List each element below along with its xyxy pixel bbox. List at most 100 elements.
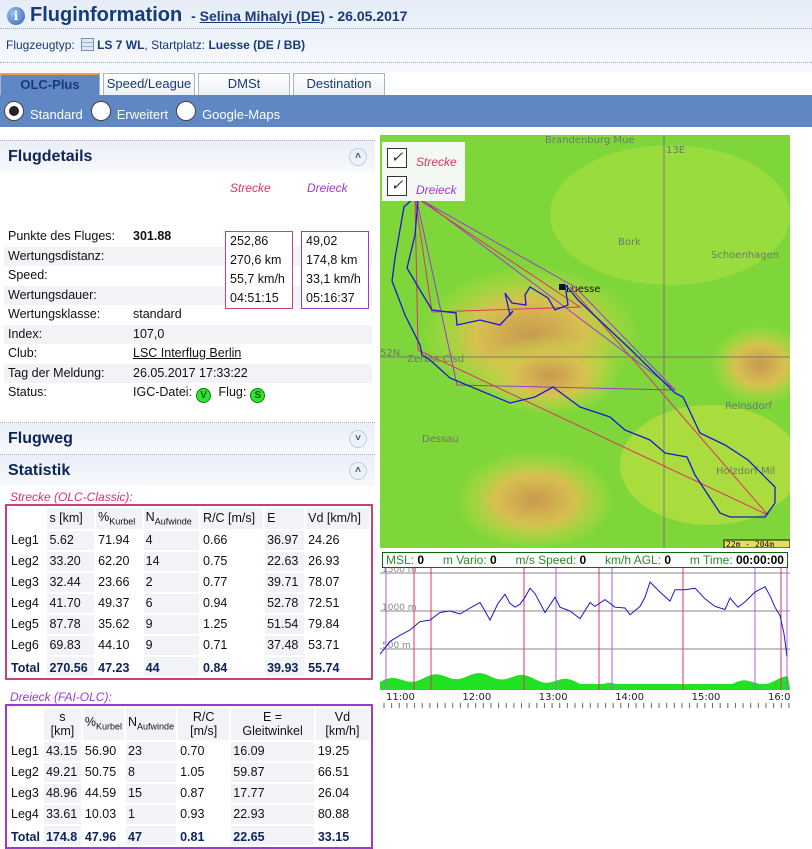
tab-dmst[interactable]: DMSt — [198, 73, 290, 95]
column-header: %Kurbel — [82, 707, 125, 740]
aircraft-table-icon[interactable] — [81, 38, 95, 51]
table-cell: Leg3 — [11, 786, 39, 800]
statistik-header[interactable]: Statistik ˄ — [0, 454, 375, 486]
barogram[interactable]: 1500 m 1000 m 500 m 0 m 11:0012:0013:001… — [379, 550, 797, 710]
radio-erweitert-label: Erweitert — [116, 106, 169, 122]
detail-row: Wertungsklasse: standard — [4, 305, 372, 324]
detail-row: Speed: — [4, 266, 372, 285]
radio-google-maps[interactable] — [176, 101, 197, 121]
table-cell: Leg4 — [11, 807, 39, 821]
column-header: E = Gleitwinkel — [231, 707, 314, 740]
total-cell: 47.96 — [84, 829, 117, 844]
tab-destination[interactable]: Destination — [293, 73, 385, 95]
table-cell: Leg1 — [11, 533, 39, 547]
dreieck-checkbox[interactable]: ✓ — [387, 176, 407, 196]
aircraft-label: Flugzeugtyp: — [6, 38, 75, 52]
detail-value: 26.05.2017 17:33:22 — [133, 365, 248, 380]
legend-dreieck: Dreieck — [416, 183, 457, 197]
detail-label: Index: — [8, 326, 43, 341]
table-cell: 23 — [126, 741, 177, 761]
column-header: NAufwinde — [143, 508, 200, 529]
table-cell: 51.54 — [265, 614, 305, 634]
msl-value: 0 — [417, 553, 425, 567]
detail-row: Tag der Meldung: 26.05.2017 17:33:22 — [4, 363, 372, 383]
dreieck-stats-table: s [km] %Kurbel NAufwinde R/C [m/s] E = Gleit… — [5, 703, 373, 849]
strecke-checkbox[interactable]: ✓ — [387, 148, 407, 168]
table-row: Leg3 48.96 44.59 15 0.87 17.77 26.04 — [9, 783, 369, 803]
agl-value: 0 — [664, 553, 672, 567]
place-label: Reinsdorf — [725, 401, 773, 412]
dreieck-value: 05:16:37 — [306, 291, 355, 305]
detail-value: 107,0 — [133, 326, 165, 341]
view-options: Standard Erweitert Google-Maps — [0, 95, 812, 127]
table-cell: 6 — [143, 593, 200, 613]
flight-map[interactable]: Brandenburg Mue 13E Bork Schoenhagen Lue… — [380, 135, 790, 548]
table-cell: 49.21 — [43, 762, 81, 782]
column-header: %Kurbel — [96, 508, 142, 529]
strecke-values-box: 252,86 270,6 km 55,7 km/h 04:51:15 — [225, 231, 293, 309]
detail-label: Tag der Meldung: — [8, 365, 105, 380]
table-cell: 26.93 — [308, 554, 340, 568]
start-place: Luesse (DE / BB) — [208, 38, 306, 52]
x-label: 12:00 — [462, 692, 491, 703]
airfield-marker — [559, 284, 565, 290]
left-panel: Flugdetails ˄ Strecke Dreieck Punkte des … — [0, 140, 375, 849]
time-label: m Time: — [689, 553, 733, 567]
total-cell: 0.81 — [180, 829, 205, 844]
table-cell: 59.87 — [231, 762, 314, 782]
radio-erweitert[interactable] — [90, 101, 111, 121]
table-cell: 37.48 — [265, 635, 305, 655]
collapse-icon[interactable]: ˄ — [349, 461, 367, 480]
column-header: NAufwinde — [126, 707, 177, 740]
flugweg-header[interactable]: Flugweg ˅ — [0, 422, 375, 454]
legend-strecke: Strecke — [416, 155, 457, 169]
table-cell: 1.25 — [203, 617, 228, 631]
table-cell: Leg5 — [11, 617, 39, 631]
table-cell: 4 — [143, 530, 200, 550]
table-cell: 10.03 — [84, 807, 117, 821]
collapse-icon[interactable]: ˄ — [349, 147, 367, 166]
table-cell: 44.10 — [98, 638, 130, 652]
table-cell: 17.77 — [231, 783, 314, 803]
table-cell: Leg6 — [11, 638, 39, 652]
dreieck-table-caption: Dreieck (FAI-OLC): — [10, 689, 112, 704]
column-header: R/C [m/s] — [178, 707, 230, 740]
dreieck-values-box: 49,02 174,8 km 33,1 km/h 05:16:37 — [301, 231, 369, 309]
detail-label: Speed: — [8, 268, 48, 282]
radio-standard[interactable] — [4, 101, 24, 121]
flugdetails: Strecke Dreieck Punkte des Fluges: 301.88… — [0, 172, 375, 422]
y-label: 500 m — [382, 641, 411, 651]
club-link[interactable]: LSC Interflug Berlin — [133, 346, 242, 360]
tab-speed-league[interactable]: Speed/League — [103, 73, 195, 95]
table-cell: 78.07 — [308, 575, 340, 589]
table-cell: 22.93 — [231, 804, 314, 824]
column-header: R/C [m/s] — [201, 508, 264, 529]
table-cell: 1 — [126, 804, 177, 824]
y-label: 1500 m — [382, 565, 417, 575]
table-cell: 23.66 — [98, 575, 130, 589]
column-header: s [km] — [47, 508, 95, 529]
aircraft-line: Flugzeugtyp: LS 7 WL, Startplatz: Luesse… — [6, 38, 306, 52]
table-cell: 26.04 — [317, 786, 350, 800]
total-cell: 174.8 — [43, 825, 81, 845]
ground-profile — [380, 673, 790, 690]
table-cell: 80.88 — [317, 807, 350, 821]
tab-olc-plus[interactable]: OLC-Plus — [0, 73, 100, 95]
flugdetails-header[interactable]: Flugdetails ˄ — [0, 140, 375, 172]
svg-text:22m - 204m: 22m - 204m — [726, 540, 774, 548]
table-cell: Leg1 — [11, 744, 39, 758]
place-label: Holzdorf Mil — [716, 466, 775, 477]
table-cell: 50.75 — [84, 765, 117, 779]
total-cell: 44 — [143, 656, 200, 676]
place-label: Schoenhagen — [711, 250, 779, 261]
table-row: Leg4 41.70 49.37 6 0.94 52.78 72.51 — [9, 593, 369, 613]
table-cell: 43.15 — [43, 741, 81, 761]
pilot-link[interactable]: Selina Mihalyi (DE) — [199, 7, 325, 24]
expand-icon[interactable]: ˅ — [349, 429, 367, 448]
speed-value: 0 — [579, 553, 587, 567]
table-cell: 66.51 — [317, 765, 350, 779]
table-cell: 41.70 — [47, 593, 95, 613]
table-cell: 0.93 — [180, 807, 205, 821]
table-cell: 22.63 — [265, 551, 305, 571]
table-cell: 0.87 — [180, 786, 205, 800]
